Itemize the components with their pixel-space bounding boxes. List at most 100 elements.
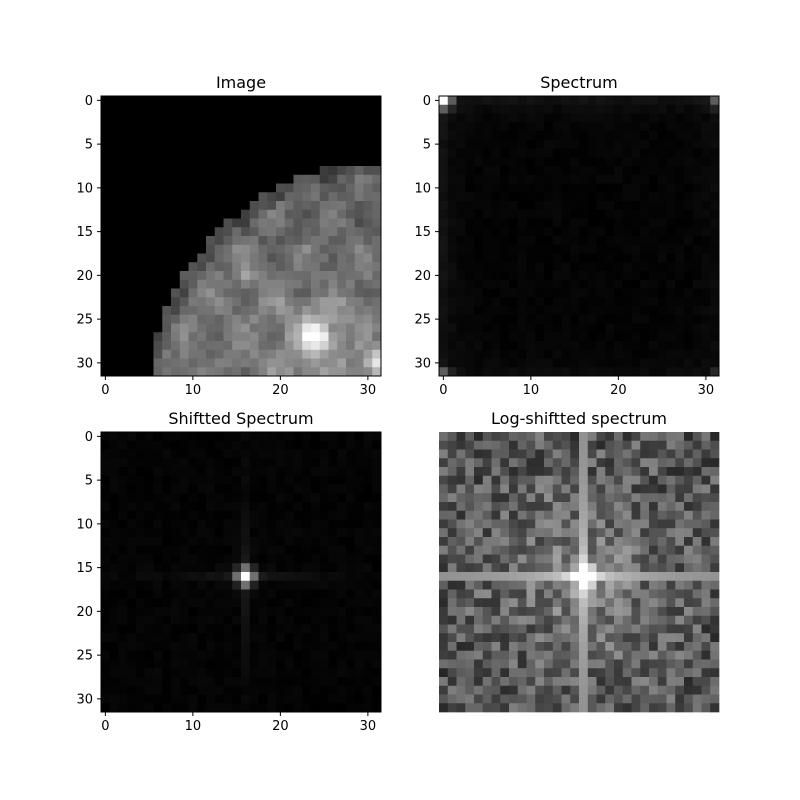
heatmap-cell (482, 432, 492, 442)
heatmap-cell (544, 271, 554, 281)
heatmap-cell (474, 358, 484, 368)
heatmap-cell (614, 253, 624, 263)
heatmap-cell (509, 633, 519, 643)
heatmap-cell (293, 96, 303, 106)
heatmap-cell (346, 288, 356, 298)
heatmap-cell (526, 201, 536, 211)
heatmap-cell (622, 341, 632, 351)
heatmap-cell (311, 545, 321, 555)
heatmap-cell (535, 314, 545, 324)
heatmap-cell (328, 598, 338, 608)
heatmap-cell (354, 668, 364, 678)
heatmap-cell (491, 209, 501, 219)
heatmap-cell (675, 367, 685, 377)
heatmap-cell (109, 545, 119, 555)
heatmap-cell (206, 358, 216, 368)
heatmap-cell (526, 306, 536, 316)
heatmap-cell (241, 703, 251, 713)
heatmap-cell (649, 685, 659, 695)
heatmap-cell (144, 659, 154, 669)
heatmap-cell (337, 677, 347, 687)
heatmap-cell (109, 297, 119, 307)
heatmap-cell (657, 607, 667, 617)
heatmap-cell (127, 668, 137, 678)
heatmap-cell (649, 563, 659, 573)
heatmap-cell (710, 642, 720, 652)
heatmap-cell (337, 323, 347, 333)
heatmap-cell (363, 624, 373, 634)
heatmap-cell (372, 183, 382, 193)
heatmap-cell (101, 528, 111, 538)
heatmap-cell (509, 236, 519, 246)
heatmap-cell (241, 104, 251, 114)
heatmap-cell (701, 580, 711, 590)
heatmap-cell (526, 358, 536, 368)
heatmap-cell (552, 685, 562, 695)
heatmap-cell (293, 685, 303, 695)
heatmap-cell (587, 572, 597, 582)
heatmap-cell (544, 218, 554, 228)
heatmap-cell (640, 703, 650, 713)
heatmap-cell (640, 458, 650, 468)
heatmap-cell (127, 659, 137, 669)
heatmap-cell (614, 580, 624, 590)
heatmap-cell (614, 493, 624, 503)
heatmap-cell (535, 475, 545, 485)
heatmap-cell (491, 166, 501, 176)
heatmap-cell (579, 484, 589, 494)
heatmap-cell (605, 589, 615, 599)
heatmap-cell (552, 458, 562, 468)
heatmap-cell (214, 624, 224, 634)
heatmap-cell (692, 598, 702, 608)
heatmap-cell (552, 271, 562, 281)
heatmap-cell (640, 192, 650, 202)
heatmap-cell (657, 528, 667, 538)
heatmap-cell (570, 174, 580, 184)
heatmap-cell (561, 449, 571, 459)
heatmap-cell (179, 288, 189, 298)
heatmap-cell (372, 131, 382, 141)
heatmap-cell (456, 563, 466, 573)
heatmap-cell (535, 183, 545, 193)
heatmap-cell (692, 113, 702, 123)
heatmap-cell (692, 677, 702, 687)
heatmap-cell (258, 358, 268, 368)
heatmap-cell (109, 607, 119, 617)
heatmap-cell (517, 624, 527, 634)
heatmap-cell (666, 432, 676, 442)
heatmap-cell (535, 279, 545, 289)
heatmap-cell (474, 528, 484, 538)
heatmap-cell (710, 131, 720, 141)
heatmap-cell (319, 157, 329, 167)
heatmap-cell (346, 297, 356, 307)
heatmap-cell (439, 314, 449, 324)
heatmap-cell (561, 545, 571, 555)
heatmap-cell (561, 519, 571, 529)
heatmap-cell (284, 288, 294, 298)
heatmap-cell (614, 694, 624, 704)
heatmap-cell (302, 332, 312, 342)
heatmap-cell (465, 685, 475, 695)
heatmap-cell (372, 554, 382, 564)
heatmap-cell (640, 306, 650, 316)
heatmap-cell (587, 440, 597, 450)
heatmap-cell (293, 607, 303, 617)
heatmap-cell (491, 703, 501, 713)
heatmap-cell (284, 615, 294, 625)
heatmap-cell (328, 510, 338, 520)
heatmap-cell (552, 589, 562, 599)
heatmap-cell (526, 236, 536, 246)
heatmap-cell (249, 122, 259, 132)
heatmap-cell (631, 341, 641, 351)
heatmap-cell (162, 624, 172, 634)
heatmap-cell (241, 659, 251, 669)
heatmap-cell (179, 685, 189, 695)
heatmap-cell (258, 209, 268, 219)
heatmap-cell (162, 279, 172, 289)
heatmap-cell (206, 297, 216, 307)
heatmap-cell (118, 358, 128, 368)
heatmap-cell (649, 458, 659, 468)
heatmap-cell (162, 449, 172, 459)
heatmap-cell (241, 113, 251, 123)
heatmap-cell (439, 192, 449, 202)
